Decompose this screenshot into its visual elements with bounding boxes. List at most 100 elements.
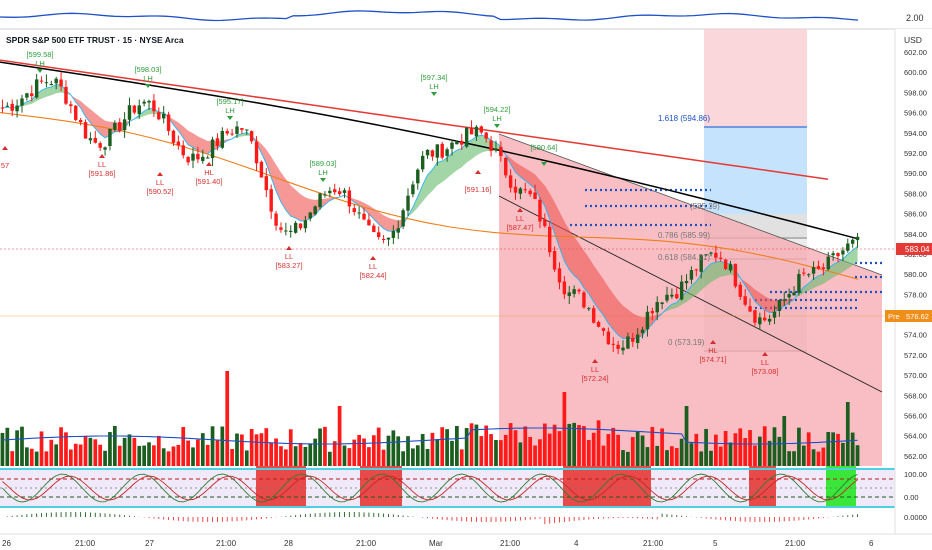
price-tick: 590.00 — [904, 169, 927, 178]
candle-body — [821, 267, 826, 269]
time-axis: 26 21:00 27 21:00 28 21:00 Mar 21:00 4 21:00 5 21:0… — [0, 533, 932, 548]
volume-bar — [39, 431, 44, 466]
volume-bar — [811, 449, 816, 466]
candle-body — [464, 127, 469, 147]
time-tick: 21:00 — [216, 539, 237, 548]
candle-body — [225, 131, 229, 134]
candle-body — [64, 86, 68, 104]
volume-bar — [225, 371, 230, 466]
price-tick: 594.00 — [904, 129, 927, 138]
price-tick: 562.00 — [904, 452, 927, 461]
volume-bar — [396, 436, 401, 466]
volume-bar — [205, 444, 210, 466]
swing-label-low: [591.16] — [464, 170, 492, 194]
volume-bar — [249, 429, 254, 466]
volume-bar — [787, 451, 792, 466]
swing-label-high: [594.22]LH — [483, 105, 511, 128]
candle-body — [767, 318, 772, 322]
volume-bar — [674, 448, 679, 466]
time-tick: 21:00 — [500, 539, 521, 548]
swing-marker — [157, 172, 163, 176]
swing-marker — [227, 116, 233, 120]
volume-bar — [381, 449, 386, 466]
volume-bar — [841, 442, 845, 466]
fib-pink-zone — [704, 29, 807, 126]
ma-line-red — [0, 59, 829, 181]
candle-body — [679, 281, 684, 300]
volume-bar — [54, 444, 59, 466]
price-axis-bg — [895, 29, 932, 534]
volume-bar — [122, 437, 127, 466]
volume-bar — [391, 430, 396, 466]
volume-bar — [196, 439, 200, 466]
volume-bar — [508, 423, 513, 466]
oscillator-pane — [0, 466, 895, 508]
candle-body — [738, 284, 742, 297]
osc-axis-100: 100.00 — [904, 470, 927, 479]
swing-price: [594.22] — [483, 105, 510, 114]
volume-bar — [684, 406, 689, 466]
candle-body — [328, 190, 332, 194]
volume-bar — [44, 451, 49, 466]
osc-zone — [563, 466, 651, 508]
volume-bar — [147, 442, 151, 466]
volume-bar — [332, 441, 337, 466]
candle-body — [655, 302, 659, 313]
volume-bar — [831, 432, 835, 466]
swing-type: LH — [492, 114, 502, 123]
swing-type: LH — [318, 168, 328, 177]
candle-body — [406, 195, 410, 211]
swing-marker — [99, 154, 105, 158]
volume-bars — [0, 371, 860, 466]
cloud-down — [344, 195, 404, 232]
volume-bar — [352, 439, 357, 466]
volume-bar — [723, 431, 728, 466]
volume-bar — [83, 435, 88, 466]
current-price-tag — [896, 243, 932, 255]
volume-bar — [78, 444, 83, 466]
volume-bar — [845, 402, 850, 466]
candle-body — [39, 80, 44, 82]
price-tick: 586.00 — [904, 210, 927, 219]
candle-body — [763, 317, 767, 321]
osc-axis-0: 0.00 — [904, 493, 919, 502]
swing-type: LL — [156, 178, 164, 187]
volume-bar — [88, 437, 93, 466]
volume-bar — [10, 451, 15, 466]
candle-body — [533, 192, 537, 200]
volume-bar — [635, 431, 640, 466]
volume-bar — [826, 431, 831, 466]
candle-body — [611, 343, 615, 345]
candle-body — [274, 213, 278, 226]
swing-marker — [206, 162, 212, 166]
candle-body — [30, 93, 34, 97]
volume-bar — [406, 436, 410, 466]
volume-bar — [855, 445, 860, 466]
currency-label: USD — [904, 35, 922, 45]
top-indicator-label: 2.00 — [906, 13, 924, 23]
swing-type: LH — [143, 74, 153, 83]
candle-body — [850, 239, 855, 244]
volume-bar — [630, 436, 635, 466]
candle-body — [743, 296, 747, 305]
candle-body — [489, 140, 493, 151]
volume-bar — [68, 449, 73, 466]
volume-bar — [704, 428, 708, 466]
volume-bar — [5, 427, 10, 466]
volume-bar — [171, 446, 176, 466]
candle-body — [528, 190, 532, 195]
channel-top-line — [498, 133, 883, 276]
candle-body — [748, 306, 752, 312]
candle-body — [381, 238, 386, 240]
volume-bar — [567, 423, 572, 466]
candle-body — [196, 153, 200, 160]
volume-bar — [112, 426, 117, 466]
swing-price: [590.64] — [530, 143, 557, 152]
volume-bar — [552, 424, 557, 466]
swing-price: [582.44] — [359, 271, 386, 280]
swing-label-high: [589.03]LH — [309, 159, 337, 182]
candle-body — [811, 267, 816, 274]
volume-bar — [230, 448, 234, 466]
volume-bar — [279, 446, 283, 466]
